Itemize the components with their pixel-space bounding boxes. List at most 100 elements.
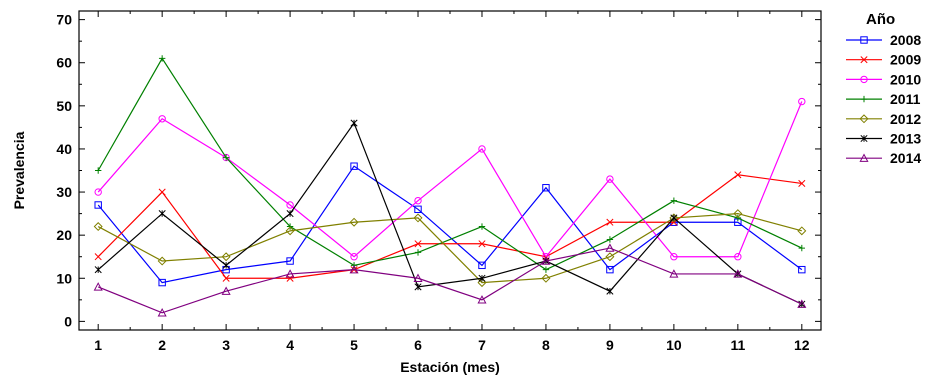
data-point [413,213,423,223]
data-point [798,265,806,274]
data-point [605,252,615,262]
data-point [478,145,486,153]
legend-label: 2014 [890,150,921,166]
data-point [350,162,358,170]
y-tick-label: 30 [56,184,72,200]
data-point [349,217,359,227]
data-point [94,201,102,209]
y-tick-label: 60 [56,55,72,71]
series-line-2014 [97,247,803,314]
data-point [286,201,294,209]
data-point [605,243,615,252]
data-point [94,167,102,174]
legend-marker [860,36,868,44]
data-point [94,253,102,261]
data-point [93,282,103,291]
y-axis-title: Prevalencia [11,131,27,209]
data-point [350,253,358,261]
x-tick-label: 12 [794,337,810,353]
data-point [798,97,806,106]
legend-marker [859,114,869,124]
legend-label: 2010 [890,71,921,87]
legend-marker [860,75,868,84]
legend-marker [860,134,868,143]
data-point [542,184,550,192]
data-point [733,209,743,219]
data-point [478,274,486,282]
data-point [477,295,487,304]
legend-item-2010: 2010 [846,71,921,87]
x-tick-label: 2 [158,337,166,353]
data-point [542,266,550,273]
series-line-2013 [97,121,803,305]
data-point [157,307,167,317]
data-point [670,253,678,261]
x-tick-label: 8 [542,337,550,353]
x-tick-label: 11 [730,337,745,353]
x-tick-label: 3 [222,337,230,353]
data-point [669,213,679,223]
data-point [285,226,295,236]
y-tick-label: 10 [56,270,72,286]
x-tick-label: 10 [666,337,682,353]
data-point [478,261,486,270]
legend-marker [860,56,868,64]
data-point [606,287,614,295]
data-point [94,266,102,274]
data-point [797,299,807,308]
data-point [286,257,294,265]
series-2014 [93,243,807,317]
data-point [158,210,166,218]
x-tick-label: 4 [286,337,294,353]
y-tick-label: 50 [56,98,72,114]
legend-title: Año [866,11,895,28]
y-tick-label: 20 [56,227,72,243]
legend-marker [859,153,869,162]
y-tick-label: 70 [56,12,72,28]
data-point [797,226,807,236]
data-point [413,273,423,282]
data-point [798,244,806,252]
data-point [734,253,742,261]
data-point [606,218,614,226]
series-2013 [94,119,806,308]
data-point [414,240,422,248]
data-point [93,222,103,232]
legend-label: 2008 [890,32,921,48]
legend-label: 2013 [890,131,921,147]
data-point [670,197,678,204]
data-point [158,115,166,123]
legend-label: 2011 [890,91,921,107]
data-point [221,286,231,295]
series-line-2011 [97,57,803,271]
data-point [734,171,742,179]
legend-item-2009: 2009 [846,52,921,68]
data-point [158,188,166,196]
data-point [606,236,614,243]
series-2009 [94,171,806,282]
data-point [478,223,486,230]
data-point [221,252,231,262]
x-tick-label: 7 [478,337,486,353]
legend: Año 2008 2009 2010 2011 2012 2013 2014 [846,11,921,166]
data-point [158,55,166,62]
legend-marker [860,95,868,103]
data-point [286,210,294,218]
data-point [157,256,167,266]
data-point [350,119,358,127]
legend-label: 2012 [890,111,921,127]
data-point [285,269,295,278]
legend-item-2014: 2014 [846,150,921,166]
data-point [733,269,743,278]
data-point [222,154,230,161]
data-point [94,188,102,196]
legend-item-2012: 2012 [846,111,921,127]
data-point [222,274,230,282]
x-axis-title: Estación (mes) [400,359,500,375]
data-point [669,269,679,278]
x-tick-label: 1 [94,337,102,353]
legend-item-2008: 2008 [846,32,921,48]
